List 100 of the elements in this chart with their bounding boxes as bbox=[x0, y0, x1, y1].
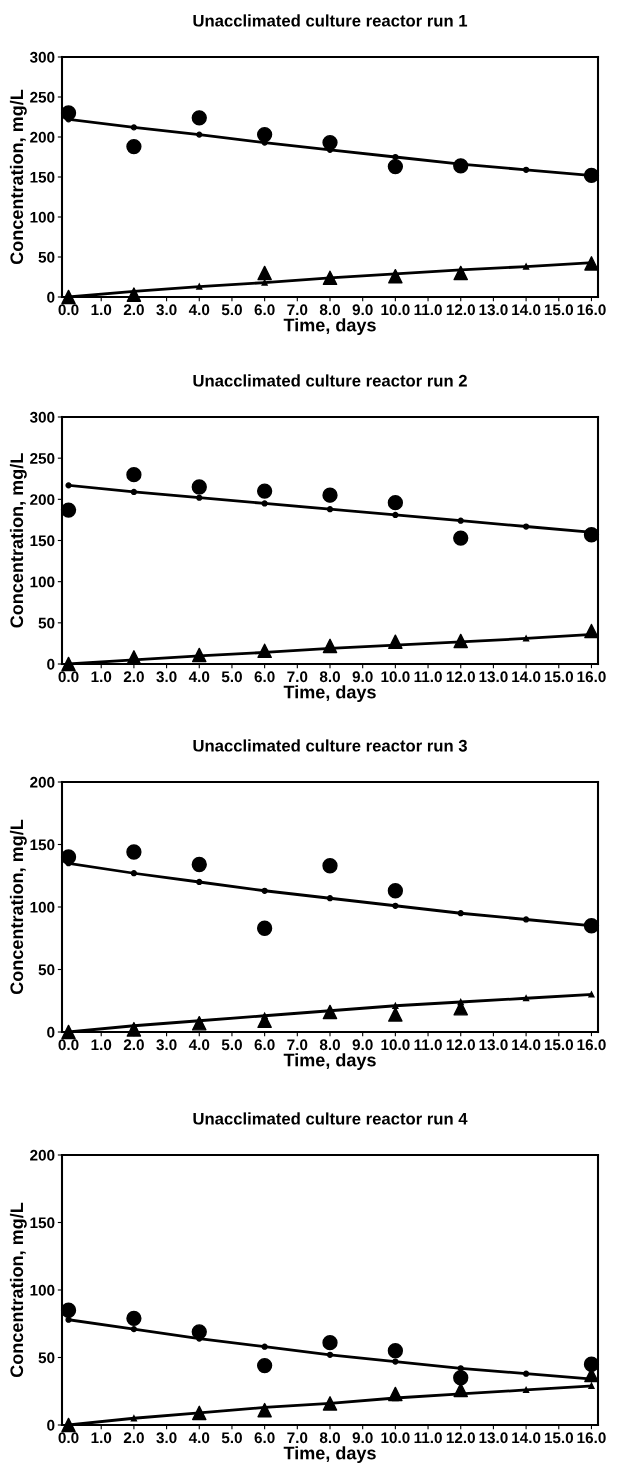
y-tick-label: 200 bbox=[30, 1149, 55, 1161]
y-tick-label: 0 bbox=[47, 1419, 55, 1431]
x-tick-label: 10.0 bbox=[381, 671, 410, 683]
x-tick-label: 6.0 bbox=[254, 304, 275, 316]
x-tick-label: 1.0 bbox=[91, 671, 112, 683]
x-tick-label: 9.0 bbox=[352, 1432, 373, 1444]
y-tick-label: 150 bbox=[30, 535, 55, 547]
y-tick-label: 200 bbox=[30, 131, 55, 143]
x-tick-label: 4.0 bbox=[188, 671, 210, 683]
x-tick-label: 10.0 bbox=[381, 304, 410, 316]
x-tick-label: 7.0 bbox=[287, 1039, 308, 1051]
y-tick-label: 100 bbox=[30, 576, 55, 588]
x-tick-label: 6.0 bbox=[254, 1039, 275, 1051]
x-tick-label: 2.0 bbox=[123, 1039, 144, 1051]
x-tick-label: 9.0 bbox=[352, 304, 373, 316]
y-tick-label: 50 bbox=[38, 617, 55, 629]
x-tick-label: 2.0 bbox=[123, 304, 144, 316]
x-tick-label: 7.0 bbox=[287, 671, 308, 683]
x-tick-label: 0.0 bbox=[58, 671, 79, 683]
x-tick-label: 11.0 bbox=[414, 671, 442, 683]
x-tick-label: 14.0 bbox=[512, 304, 541, 316]
y-tick-label: 250 bbox=[30, 91, 55, 103]
y-tick-label: 50 bbox=[38, 251, 55, 263]
x-axis-title: Time, days bbox=[283, 685, 376, 703]
x-tick-label: 2.0 bbox=[123, 671, 144, 683]
y-axis-title: Concentration, mg/L bbox=[9, 89, 27, 265]
x-tick-label: 13.0 bbox=[479, 1432, 508, 1444]
x-tick-label: 6.0 bbox=[254, 1432, 275, 1444]
x-tick-label: 0.0 bbox=[58, 1039, 79, 1051]
x-tick-label: 5.0 bbox=[221, 304, 242, 316]
y-tick-label: 200 bbox=[30, 494, 55, 506]
x-tick-label: 3.0 bbox=[156, 671, 177, 683]
x-tick-label: 6.0 bbox=[254, 671, 275, 683]
x-tick-label: 3.0 bbox=[156, 1039, 177, 1051]
y-axis-title: Concentration, mg/L bbox=[9, 453, 27, 628]
x-tick-label: 7.0 bbox=[287, 304, 308, 316]
x-tick-label: 13.0 bbox=[479, 671, 508, 683]
x-tick-label: 3.0 bbox=[156, 304, 177, 316]
x-tick-label: 7.0 bbox=[287, 1432, 308, 1444]
x-tick-label: 15.0 bbox=[544, 304, 574, 316]
chart-title: Unacclimated culture reactor run 2 bbox=[193, 374, 467, 387]
y-tick-label: 150 bbox=[30, 171, 55, 183]
x-tick-label: 8.0 bbox=[319, 1039, 340, 1051]
x-tick-label: 15.0 bbox=[544, 671, 574, 683]
x-tick-label: 16.0 bbox=[577, 304, 606, 316]
x-tick-label: 16.0 bbox=[577, 1432, 606, 1444]
y-tick-label: 150 bbox=[30, 839, 55, 851]
x-tick-label: 4.0 bbox=[188, 304, 210, 316]
y-tick-label: 50 bbox=[38, 964, 55, 976]
x-axis-title: Time, days bbox=[283, 1053, 376, 1071]
x-tick-label: 15.0 bbox=[544, 1432, 574, 1444]
x-tick-label: 0.0 bbox=[58, 1432, 79, 1444]
y-tick-label: 300 bbox=[29, 411, 55, 423]
x-tick-label: 12.0 bbox=[446, 304, 475, 316]
y-tick-label: 50 bbox=[38, 1352, 55, 1364]
x-tick-label: 5.0 bbox=[221, 1432, 242, 1444]
x-tick-label: 14.0 bbox=[512, 1039, 541, 1051]
x-tick-label: 11.0 bbox=[414, 1039, 442, 1051]
chart-title: Unacclimated culture reactor run 3 bbox=[193, 739, 467, 752]
x-tick-label: 11.0 bbox=[414, 304, 442, 316]
x-axis-title: Time, days bbox=[283, 318, 376, 336]
x-tick-label: 13.0 bbox=[479, 304, 508, 316]
x-tick-label: 0.0 bbox=[58, 304, 79, 316]
x-tick-label: 5.0 bbox=[221, 671, 242, 683]
x-tick-label: 14.0 bbox=[512, 671, 541, 683]
x-tick-label: 10.0 bbox=[381, 1039, 410, 1051]
x-tick-label: 10.0 bbox=[381, 1432, 410, 1444]
x-tick-label: 1.0 bbox=[91, 304, 112, 316]
chart-title: Unacclimated culture reactor run 1 bbox=[193, 14, 468, 27]
y-tick-label: 200 bbox=[30, 776, 55, 788]
x-tick-label: 12.0 bbox=[446, 1432, 475, 1444]
y-tick-label: 0 bbox=[47, 658, 55, 670]
x-tick-label: 1.0 bbox=[91, 1039, 112, 1051]
x-tick-label: 4.0 bbox=[188, 1039, 210, 1051]
x-tick-label: 2.0 bbox=[123, 1432, 144, 1444]
y-tick-label: 250 bbox=[30, 453, 55, 464]
x-tick-label: 3.0 bbox=[156, 1432, 177, 1444]
y-tick-label: 300 bbox=[29, 51, 55, 63]
y-tick-label: 0 bbox=[47, 1026, 55, 1038]
x-tick-label: 9.0 bbox=[352, 1039, 373, 1051]
y-axis-title: Concentration, mg/L bbox=[9, 1202, 27, 1378]
x-tick-label: 12.0 bbox=[446, 1039, 475, 1051]
x-tick-label: 9.0 bbox=[352, 671, 373, 683]
y-tick-label: 100 bbox=[30, 901, 55, 913]
x-tick-label: 8.0 bbox=[319, 1432, 340, 1444]
x-tick-label: 5.0 bbox=[221, 1039, 242, 1051]
x-tick-label: 1.0 bbox=[91, 1432, 112, 1444]
y-tick-label: 100 bbox=[30, 1284, 55, 1296]
x-tick-label: 13.0 bbox=[479, 1039, 508, 1051]
y-axis-title: Concentration, mg/L bbox=[9, 819, 27, 995]
y-tick-label: 150 bbox=[30, 1217, 55, 1229]
x-tick-label: 14.0 bbox=[512, 1432, 541, 1444]
x-tick-label: 12.0 bbox=[446, 671, 475, 683]
x-axis-title: Time, days bbox=[283, 1446, 376, 1464]
x-tick-label: 4.0 bbox=[188, 1432, 210, 1444]
x-tick-label: 11.0 bbox=[414, 1432, 442, 1444]
x-tick-label: 8.0 bbox=[319, 671, 340, 683]
x-tick-label: 16.0 bbox=[577, 1039, 606, 1051]
x-tick-label: 16.0 bbox=[577, 671, 606, 683]
chart-title: Unacclimated culture reactor run 4 bbox=[193, 1112, 468, 1125]
